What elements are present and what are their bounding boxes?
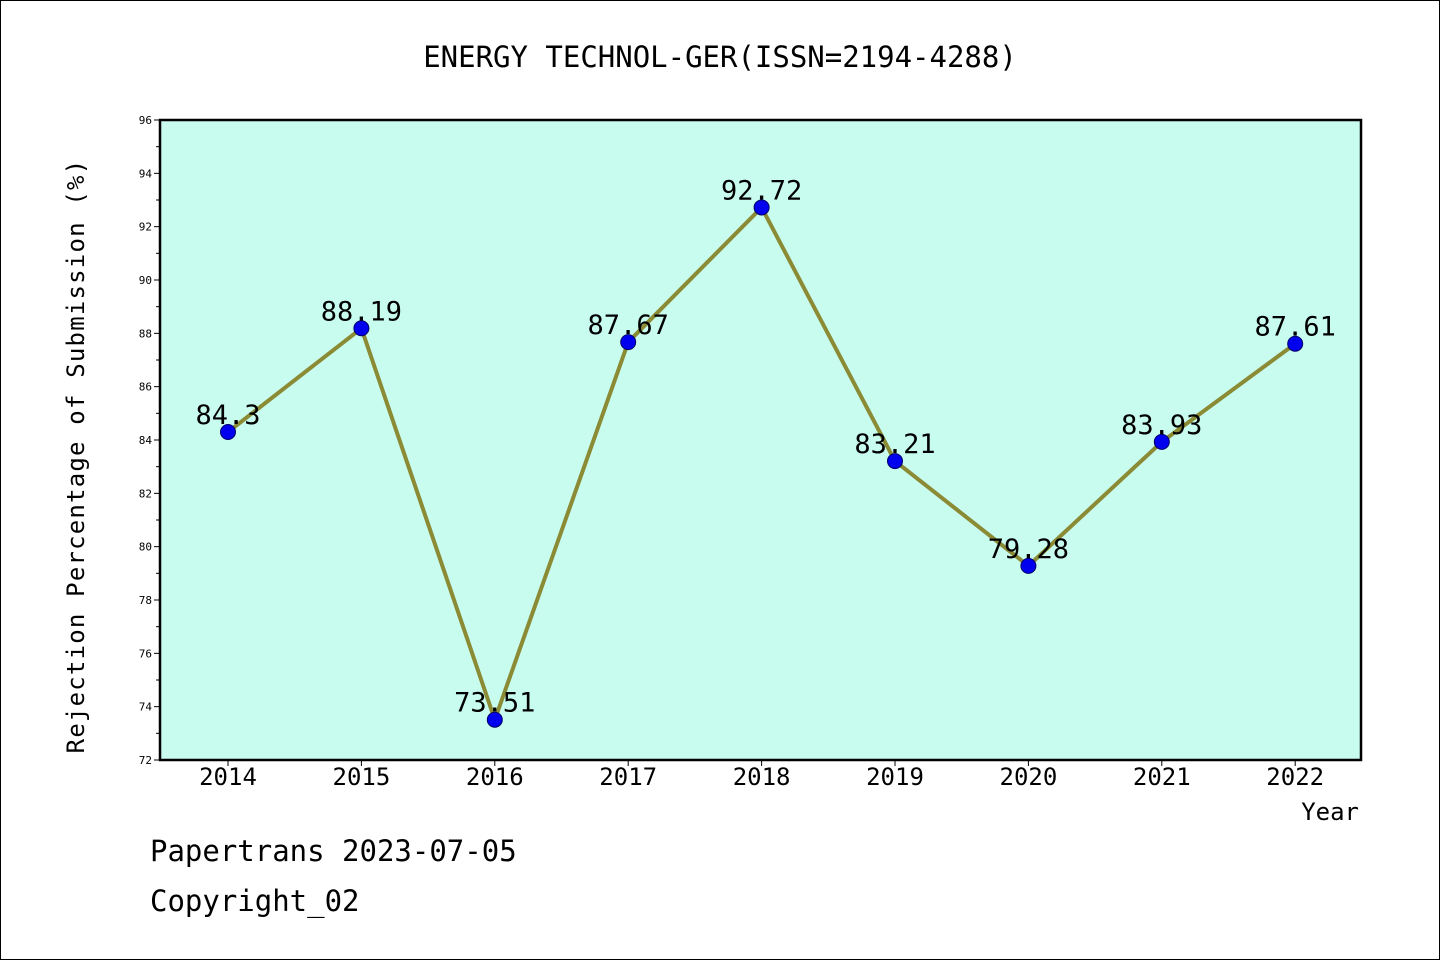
y-tick-label: 84 (139, 434, 153, 447)
x-tick-label: 2016 (466, 763, 524, 791)
data-label: 87.67 (588, 310, 669, 341)
y-tick-label: 78 (139, 594, 152, 607)
data-point (620, 334, 637, 351)
data-point (1287, 335, 1304, 352)
data-label: 84.3 (195, 400, 260, 431)
footer-copyright: Copyright_02 (150, 884, 360, 918)
data-point (887, 453, 903, 470)
y-tick-label: 74 (139, 701, 153, 714)
y-tick-label: 82 (139, 487, 152, 500)
y-tick-label: 90 (139, 274, 152, 287)
x-tick-label: 2021 (1133, 763, 1191, 791)
data-label: 83.21 (854, 429, 935, 460)
data-markers (220, 199, 1304, 728)
y-tick-label: 88 (139, 327, 152, 340)
y-axis-label: Rejection Percentage of Submission (%) (62, 159, 90, 754)
x-tick-label: 2022 (1266, 763, 1324, 791)
data-point (1020, 557, 1037, 574)
x-tick-label: 2019 (866, 763, 924, 791)
data-label: 87.61 (1255, 312, 1336, 343)
plot-border (158, 118, 1363, 762)
data-point (220, 424, 236, 440)
data-labels: 84.3 88.19 73.51 87.67 92.72 83.21 79.28 83.93 8… (195, 175, 1335, 718)
y-tick-label: 76 (139, 647, 152, 660)
data-label: 83.93 (1121, 410, 1202, 441)
data-point (753, 199, 770, 216)
y-tick-label: 80 (139, 541, 152, 554)
y-tick-label: 94 (139, 167, 153, 180)
x-axis-label: Year (1301, 798, 1359, 826)
y-tick-label: 86 (139, 381, 152, 394)
data-point (486, 711, 503, 728)
data-label: 73.51 (454, 688, 535, 719)
footer-date: Papertrans 2023-07-05 (150, 834, 517, 868)
data-point (353, 320, 370, 337)
chart-title: ENERGY TECHNOL-GER(ISSN=2194-4288) (423, 40, 1017, 74)
x-tick-label: 2018 (733, 763, 791, 791)
y-tick-label: 92 (139, 221, 152, 234)
x-axis: 2014 2015 2016 2017 2018 2019 2020 2021 2022 (199, 760, 1324, 791)
x-tick-label: 2020 (1000, 763, 1058, 791)
data-point (1153, 433, 1170, 450)
x-tick-label: 2015 (333, 763, 391, 791)
y-tick-label: 72 (139, 754, 152, 767)
x-tick-label: 2014 (199, 763, 257, 791)
x-tick-label: 2017 (599, 763, 657, 791)
data-label: 79.28 (988, 534, 1069, 565)
y-tick-label: 96 (139, 114, 152, 127)
y-axis: 72 74 76 78 80 82 84 86 88 90 92 94 96 (139, 114, 160, 767)
data-label: 92.72 (721, 175, 802, 206)
data-label: 88.19 (321, 296, 402, 327)
